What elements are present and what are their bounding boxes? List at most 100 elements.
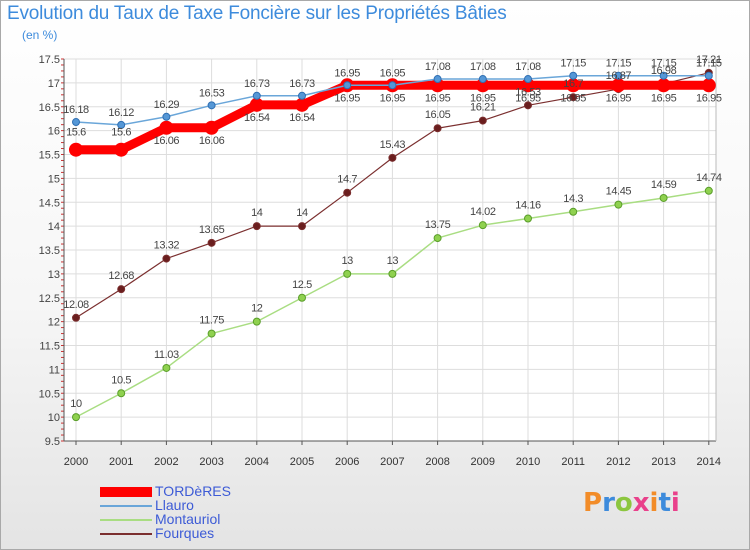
data-label: 16.95: [651, 92, 677, 104]
data-point: [569, 207, 578, 216]
y-tick-label: 13: [48, 269, 60, 281]
series-llauro: [72, 71, 713, 129]
series-montauriol: [72, 186, 713, 422]
data-label: 17.08: [470, 61, 496, 73]
data-point: [298, 91, 306, 100]
data-point: [114, 142, 129, 157]
data-label: 16.18: [63, 104, 89, 116]
data-label: 13.32: [154, 240, 180, 252]
data-label: 12.08: [63, 299, 89, 311]
logo-letter: r: [602, 488, 615, 518]
data-point: [252, 222, 261, 231]
x-tick-label: 2013: [651, 456, 675, 468]
data-label: 14.59: [651, 179, 677, 191]
data-point: [524, 101, 532, 110]
data-label: 14.45: [606, 186, 632, 198]
data-point: [343, 188, 352, 197]
data-label: 16.95: [425, 92, 451, 104]
data-point: [298, 293, 306, 302]
data-label: 16.21: [470, 102, 496, 114]
data-point: [252, 317, 261, 326]
data-label: 16.12: [108, 107, 134, 119]
y-tick-label: 10.5: [39, 388, 60, 400]
data-label: 16.54: [244, 112, 270, 124]
data-point: [249, 97, 264, 112]
data-label: 16.54: [289, 112, 315, 124]
data-label: 17.08: [515, 61, 541, 73]
data-label: 16.95: [334, 67, 360, 79]
data-label: 14: [296, 207, 308, 219]
legend-label: Fourques: [155, 525, 215, 541]
data-label: 16.95: [470, 92, 496, 104]
data-label: 16.29: [154, 99, 180, 111]
data-label: 17.21: [696, 54, 722, 66]
data-point: [295, 97, 309, 112]
x-tick-label: 2010: [516, 456, 540, 468]
y-tick-label: 14.5: [39, 197, 60, 209]
data-point: [656, 78, 671, 93]
data-point: [611, 78, 626, 93]
data-label: 16.73: [244, 78, 270, 90]
data-label: 14.02: [470, 206, 496, 218]
data-label: 10.5: [111, 374, 131, 386]
data-label: 13.75: [425, 219, 451, 231]
data-point: [343, 269, 352, 278]
data-label: 16.95: [334, 92, 360, 104]
y-tick-label: 9.5: [45, 436, 60, 448]
y-tick-label: 12: [48, 317, 60, 329]
logo-letter: i: [649, 488, 659, 518]
data-label: 16.95: [380, 92, 406, 104]
data-point: [162, 112, 171, 121]
x-tick-label: 2008: [425, 456, 449, 468]
data-label: 14.7: [337, 174, 357, 186]
y-tick-label: 11: [49, 364, 60, 376]
data-point: [117, 120, 126, 129]
x-tick-label: 2000: [64, 456, 88, 468]
data-point: [430, 78, 445, 93]
data-label: 16.95: [380, 67, 406, 79]
data-label: 15.43: [380, 139, 406, 151]
data-point: [701, 78, 716, 93]
data-label: 12.5: [292, 279, 312, 291]
legend-label: TORDèRES: [155, 483, 231, 499]
data-label: 10: [70, 398, 82, 410]
data-label: 13.65: [199, 224, 225, 236]
data-label: 17.15: [560, 58, 586, 70]
proxiti-logo: Proxiti: [583, 488, 680, 518]
data-label: 16.95: [606, 92, 632, 104]
data-point: [569, 71, 578, 80]
data-label: 14.16: [515, 199, 541, 211]
data-point: [478, 116, 487, 125]
data-label: 16.95: [696, 92, 722, 104]
data-point: [478, 75, 487, 84]
x-tick-label: 2007: [380, 456, 404, 468]
logo-letter: t: [658, 488, 671, 518]
data-label: 11.75: [199, 315, 224, 327]
y-tick-label: 17: [48, 78, 60, 90]
data-label: 17.15: [651, 58, 677, 70]
data-point: [207, 101, 216, 110]
data-point: [204, 120, 219, 135]
data-point: [566, 78, 581, 93]
data-point: [388, 81, 397, 90]
legend-swatch: [100, 505, 152, 507]
data-point: [659, 193, 668, 202]
logo-letter: o: [614, 488, 633, 518]
legend-label: Llauro: [155, 497, 194, 513]
data-label: 12: [251, 303, 263, 315]
logo-letter: x: [632, 488, 650, 518]
data-label: 13: [387, 255, 399, 267]
data-point: [614, 200, 623, 209]
data-label: 12.68: [108, 270, 134, 282]
data-label: 15.6: [66, 127, 86, 139]
data-point: [207, 329, 216, 338]
data-point: [524, 75, 532, 84]
data-label: 14.3: [563, 193, 583, 205]
data-point: [343, 81, 352, 90]
data-label: 16.05: [425, 109, 451, 121]
data-point: [69, 142, 83, 157]
data-label: 16.95: [560, 92, 586, 104]
data-label: 16.87: [606, 70, 632, 82]
logo-letter: i: [670, 488, 680, 518]
data-label: 14: [251, 207, 263, 219]
